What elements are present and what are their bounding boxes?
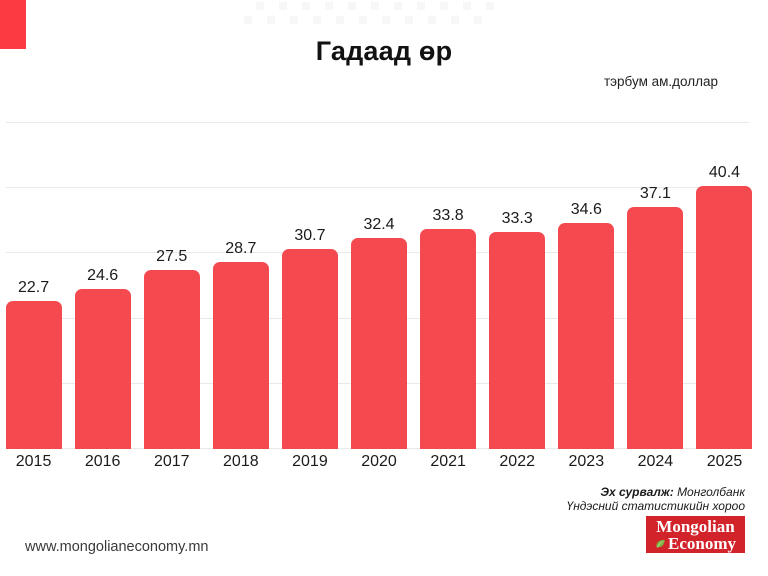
x-axis-label: 2018 bbox=[223, 453, 259, 470]
leaf-icon bbox=[656, 539, 665, 548]
bar-column: 32.4 bbox=[344, 216, 413, 449]
source-line-1: Эх сурвалж: Монголбанк bbox=[567, 485, 745, 499]
x-axis-label: 2023 bbox=[568, 453, 605, 470]
logo-text-line1: Mongolian bbox=[656, 516, 735, 536]
bar-column: 30.7 bbox=[275, 227, 344, 449]
bar-value-label: 27.5 bbox=[156, 247, 188, 265]
decorative-square bbox=[302, 2, 310, 10]
bar bbox=[696, 185, 753, 449]
bar-value-label: 37.1 bbox=[639, 185, 671, 203]
decorative-square bbox=[336, 16, 344, 24]
bar-value-label: 22.7 bbox=[17, 279, 50, 296]
bar bbox=[558, 223, 615, 449]
source-label: Эх сурвалж: bbox=[600, 485, 674, 499]
bar-value-label: 34.6 bbox=[570, 201, 602, 219]
bar-value-label: 33.3 bbox=[501, 209, 533, 227]
bar-column: 37.1 bbox=[621, 185, 690, 449]
bar-value-label: 33.8 bbox=[432, 206, 464, 224]
decorative-square bbox=[267, 16, 275, 24]
decorative-square bbox=[359, 16, 367, 24]
decorative-square bbox=[405, 16, 413, 24]
bar bbox=[627, 207, 684, 449]
gridline bbox=[6, 122, 749, 123]
mongolian-economy-logo: Mongolian Economy bbox=[646, 516, 745, 553]
bar-value-label: 30.7 bbox=[294, 226, 326, 244]
bar-value-label: 24.6 bbox=[87, 266, 119, 284]
x-axis-label: 2022 bbox=[499, 453, 535, 470]
bar bbox=[281, 248, 338, 449]
decorative-dot-pattern bbox=[244, 2, 516, 24]
bar-column: 22.7 bbox=[0, 279, 68, 449]
chart-title: Гадаад өр bbox=[315, 36, 453, 66]
x-axis-label: 2020 bbox=[361, 453, 397, 470]
decorative-square bbox=[256, 2, 264, 10]
bar-column: 24.6 bbox=[68, 267, 137, 449]
unit-label: тэрбум ам.доллар bbox=[603, 74, 718, 89]
x-axis-label: 2021 bbox=[430, 453, 466, 470]
bar bbox=[489, 231, 546, 449]
x-axis: 2015 2016 2017 2018 2019 2020 2021 2022 2023 2024… bbox=[0, 453, 759, 471]
bar-value-label: 32.4 bbox=[363, 215, 395, 233]
bar bbox=[143, 269, 200, 449]
decorative-square bbox=[451, 16, 459, 24]
bar-value-label: 28.7 bbox=[225, 239, 257, 257]
x-axis-label: 2016 bbox=[84, 453, 121, 470]
bar-chart: 22.7 24.6 27.5 28.7 30.7 32.4 33.8 33.3 34.6 37.1… bbox=[0, 122, 759, 449]
logo-economy-text: Economy bbox=[668, 533, 736, 553]
bar bbox=[212, 261, 269, 449]
brand-corner-block bbox=[0, 0, 26, 49]
decorative-square bbox=[417, 2, 425, 10]
decorative-square bbox=[325, 2, 333, 10]
bar-column: 34.6 bbox=[552, 201, 621, 449]
x-axis-label: 2024 bbox=[637, 453, 674, 470]
decorative-square bbox=[371, 2, 379, 10]
x-axis-label: 2015 bbox=[15, 453, 52, 470]
decorative-square bbox=[244, 16, 252, 24]
bar-column: 33.8 bbox=[414, 207, 483, 449]
source-line-2: Үндэсний статистикийн хороо bbox=[566, 499, 745, 513]
bar bbox=[351, 237, 408, 449]
decorative-square bbox=[463, 2, 471, 10]
decorative-square bbox=[486, 2, 494, 10]
bar bbox=[420, 228, 477, 449]
bar bbox=[5, 301, 62, 449]
bar bbox=[74, 288, 131, 449]
x-axis-label: 2025 bbox=[706, 453, 743, 470]
source-note: Эх сурвалж: Монголбанк Үндэсний статисти… bbox=[567, 485, 745, 513]
decorative-square bbox=[313, 16, 321, 24]
plot-area: 22.7 24.6 27.5 28.7 30.7 32.4 33.8 33.3 34.6 37.1… bbox=[0, 123, 759, 449]
decorative-square bbox=[428, 16, 436, 24]
bar-column: 28.7 bbox=[206, 240, 275, 449]
decorative-square bbox=[440, 2, 448, 10]
x-axis-label: 2019 bbox=[292, 453, 328, 470]
logo-text-line2: Economy bbox=[655, 535, 736, 552]
bar-column: 33.3 bbox=[483, 210, 552, 449]
source-value: Монголбанк bbox=[677, 485, 745, 499]
decorative-square bbox=[348, 2, 356, 10]
decorative-square bbox=[382, 16, 390, 24]
website-url: www.mongolianeconomy.mn bbox=[25, 539, 209, 555]
gridline bbox=[6, 187, 749, 189]
decorative-square bbox=[394, 2, 402, 10]
decorative-square bbox=[290, 16, 298, 24]
bar-value-label: 40.4 bbox=[708, 163, 741, 181]
bar-column: 40.4 bbox=[690, 164, 759, 449]
decorative-square bbox=[474, 16, 482, 24]
decorative-square bbox=[279, 2, 287, 10]
x-axis-label: 2017 bbox=[153, 453, 190, 470]
bar-column: 27.5 bbox=[137, 248, 206, 449]
